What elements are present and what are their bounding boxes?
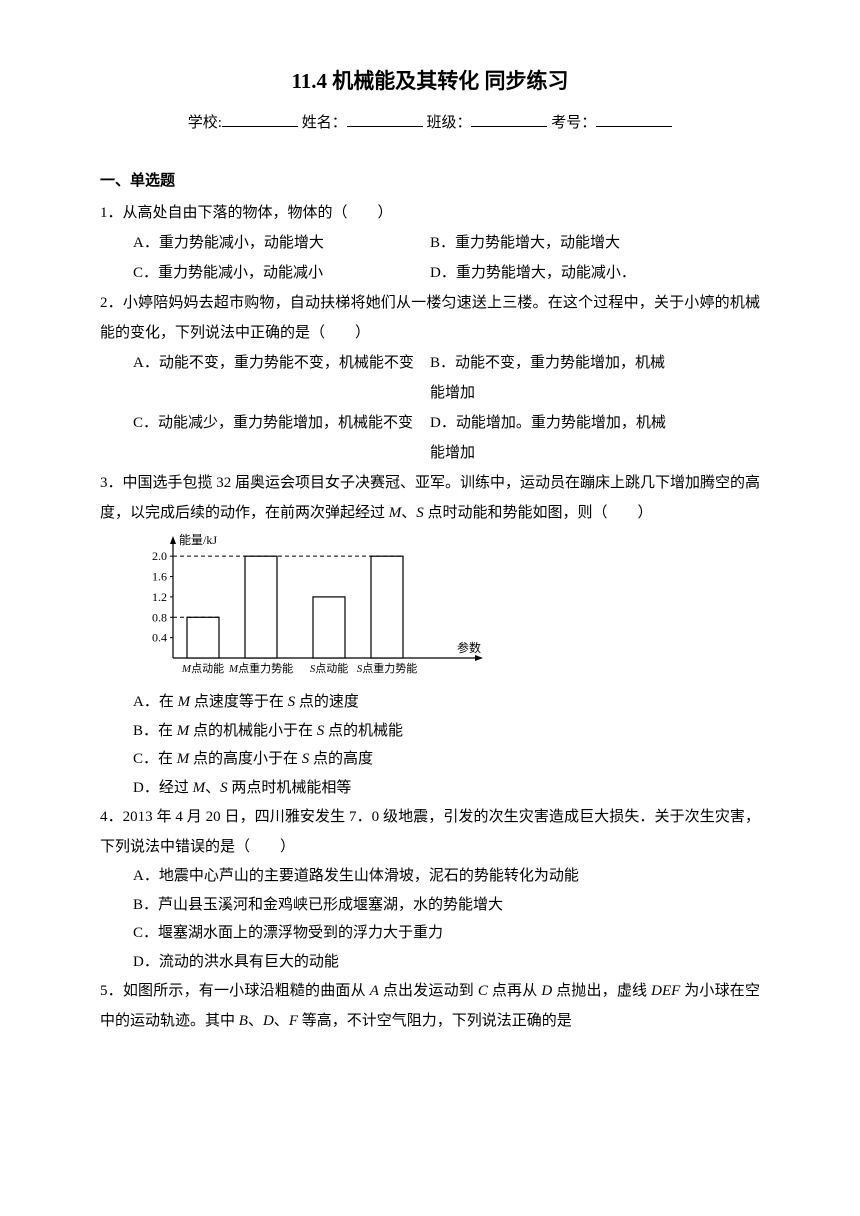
q1-options-row1: A．重力势能减小，动能增大 B．重力势能增大，动能增大 bbox=[100, 228, 760, 258]
q3c-pre: C．在 bbox=[133, 751, 177, 767]
q3a-post: 点的速度 bbox=[295, 694, 359, 710]
q4-opt-b: B．芦山县玉溪河和金鸡峡已形成堰塞湖，水的势能增大 bbox=[100, 891, 760, 920]
svg-text:1.6: 1.6 bbox=[152, 570, 167, 584]
svg-text:0.8: 0.8 bbox=[152, 610, 167, 624]
q3c-post: 点的高度 bbox=[309, 751, 373, 767]
q2-stem: 2．小婷陪妈妈去超市购物，自动扶梯将她们从一楼匀速送上三楼。在这个过程中，关于小… bbox=[100, 288, 760, 348]
svg-text:S点动能: S点动能 bbox=[310, 661, 349, 675]
q5-d: D bbox=[541, 983, 552, 999]
q1-stem: 1．从高处自由下落的物体，物体的（ ） bbox=[100, 198, 760, 228]
q2-opt-d1: D．动能增加。重力势能增加，机械 bbox=[430, 408, 760, 438]
q5-b: B bbox=[239, 1013, 248, 1029]
q3a-m: M bbox=[178, 694, 191, 710]
q2-options-row1: A．动能不变，重力势能不变，机械能不变 B．动能不变，重力势能增加，机械 bbox=[100, 348, 760, 378]
section-header: 一、单选题 bbox=[100, 166, 760, 196]
q2-options-row1b: 能增加 bbox=[100, 378, 760, 408]
q5-m3: 点抛出，虚线 bbox=[552, 983, 651, 999]
q4-opt-c: C．堰塞湖水面上的漂浮物受到的浮力大于重力 bbox=[100, 919, 760, 948]
q3-opt-b: B．在 M 点的机械能小于在 S 点的机械能 bbox=[100, 717, 760, 746]
q3d-m: M bbox=[193, 780, 206, 796]
q5-f: F bbox=[289, 1013, 298, 1029]
svg-text:M点动能: M点动能 bbox=[181, 661, 224, 675]
q3-m: M bbox=[389, 505, 402, 521]
svg-text:1.2: 1.2 bbox=[152, 590, 167, 604]
q5-l1: 5．如图所示，有一小球沿粗糙的曲面从 bbox=[100, 983, 370, 999]
q3b-mid: 点的机械能小于在 bbox=[189, 723, 317, 739]
exam-blank[interactable] bbox=[596, 111, 672, 127]
q3d-mid: 、 bbox=[205, 780, 220, 796]
q3-chart: 能量/kJ 参数 0.4 0.8 1.2 1.6 2.0 M点动能 M点重力势能 S点动能 S点重力… bbox=[100, 532, 760, 682]
q2-options-row2: C．动能减少，重力势能增加，机械能不变 D．动能增加。重力势能增加，机械 bbox=[100, 408, 760, 438]
q3-mid: 、 bbox=[401, 505, 416, 521]
page-title: 11.4 机械能及其转化 同步练习 bbox=[100, 60, 760, 102]
q3-stem-post: 点时动能和势能如图，则（ ） bbox=[424, 505, 653, 521]
q2-opt-b2: 能增加 bbox=[430, 378, 760, 408]
q1-opt-d: D．重力势能增大，动能减小． bbox=[430, 258, 760, 288]
q3a-mid: 点速度等于在 bbox=[190, 694, 288, 710]
svg-text:0.4: 0.4 bbox=[152, 631, 167, 645]
q2-opt-d2: 能增加 bbox=[430, 438, 760, 468]
q3-s: S bbox=[416, 505, 424, 521]
q2-opt-a: A．动能不变，重力势能不变，机械能不变 bbox=[100, 348, 430, 378]
q3d-pre: D．经过 bbox=[133, 780, 193, 796]
q1-opt-a: A．重力势能减小，动能增大 bbox=[100, 228, 430, 258]
q3-opt-a: A．在 M 点速度等于在 S 点的速度 bbox=[100, 688, 760, 717]
q5-d2: D bbox=[263, 1013, 274, 1029]
meta-line: 学校: 姓名： 班级： 考号： bbox=[100, 108, 760, 138]
svg-text:S点重力势能: S点重力势能 bbox=[357, 661, 418, 675]
class-label: 班级： bbox=[426, 115, 471, 131]
q4-opt-d: D．流动的洪水具有巨大的动能 bbox=[100, 948, 760, 977]
q5-m2: 点再从 bbox=[488, 983, 541, 999]
q5-m4: 、 bbox=[248, 1013, 263, 1029]
q3d-post: 两点时机械能相等 bbox=[228, 780, 352, 796]
q3b-m: M bbox=[177, 723, 190, 739]
class-blank[interactable] bbox=[471, 111, 547, 127]
q3-stem: 3．中国选手包揽 32 届奥运会项目女子决赛冠、亚军。训练中，运动员在蹦床上跳几… bbox=[100, 468, 760, 528]
q3a-s: S bbox=[288, 694, 296, 710]
q3c-mid: 点的高度小于在 bbox=[189, 751, 302, 767]
q5-a: A bbox=[370, 983, 379, 999]
svg-text:能量/kJ: 能量/kJ bbox=[179, 533, 217, 547]
q2-options-row2b: 能增加 bbox=[100, 438, 760, 468]
svg-text:M点重力势能: M点重力势能 bbox=[228, 661, 293, 675]
q1-opt-b: B．重力势能增大，动能增大 bbox=[430, 228, 760, 258]
q3d-s: S bbox=[220, 780, 228, 796]
q2-opt-c: C．动能减少，重力势能增加，机械能不变 bbox=[100, 408, 430, 438]
q5-m6: 等高，不计空气阻力，下列说法正确的是 bbox=[298, 1013, 572, 1029]
school-blank[interactable] bbox=[222, 111, 298, 127]
q5-c: C bbox=[478, 983, 488, 999]
q1-options-row2: C．重力势能减小，动能减小 D．重力势能增大，动能减小． bbox=[100, 258, 760, 288]
school-label: 学校: bbox=[188, 115, 222, 131]
q2-opt-b1: B．动能不变，重力势能增加，机械 bbox=[430, 348, 760, 378]
exam-label: 考号： bbox=[551, 115, 596, 131]
q3-opt-d: D．经过 M、S 两点时机械能相等 bbox=[100, 774, 760, 803]
q3c-m: M bbox=[177, 751, 190, 767]
q3-opt-c: C．在 M 点的高度小于在 S 点的高度 bbox=[100, 745, 760, 774]
q5-m5: 、 bbox=[274, 1013, 289, 1029]
svg-text:参数: 参数 bbox=[457, 640, 481, 655]
q5-stem: 5．如图所示，有一小球沿粗糙的曲面从 A 点出发运动到 C 点再从 D 点抛出，… bbox=[100, 976, 760, 1036]
q5-m1: 点出发运动到 bbox=[379, 983, 478, 999]
name-blank[interactable] bbox=[347, 111, 423, 127]
q4-stem: 4．2013 年 4 月 20 日，四川雅安发生 7．0 级地震，引发的次生灾害… bbox=[100, 802, 760, 862]
q3b-pre: B．在 bbox=[133, 723, 177, 739]
q3b-post: 点的机械能 bbox=[324, 723, 403, 739]
q4-opt-a: A．地震中心芦山的主要道路发生山体滑坡，泥石的势能转化为动能 bbox=[100, 862, 760, 891]
svg-text:2.0: 2.0 bbox=[152, 549, 167, 563]
q3a-pre: A．在 bbox=[133, 694, 178, 710]
bar-chart-svg: 能量/kJ 参数 0.4 0.8 1.2 1.6 2.0 M点动能 M点重力势能 S点动能 S点重力… bbox=[133, 532, 493, 682]
q5-def: DEF bbox=[651, 983, 680, 999]
q1-opt-c: C．重力势能减小，动能减小 bbox=[100, 258, 430, 288]
name-label: 姓名： bbox=[302, 115, 347, 131]
